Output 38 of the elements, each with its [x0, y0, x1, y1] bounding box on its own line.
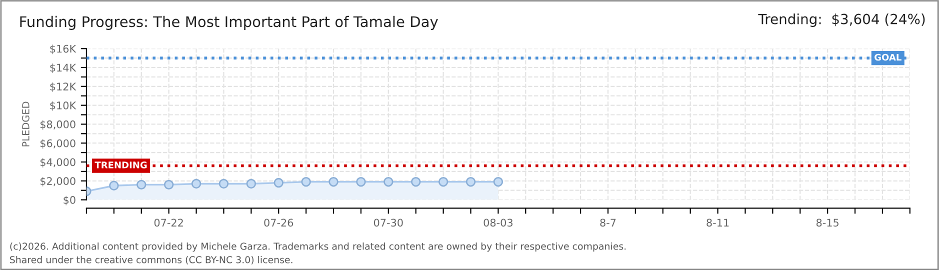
- point: [301, 176, 311, 187]
- point: [384, 176, 394, 187]
- point: [164, 180, 174, 190]
- point: [356, 176, 366, 187]
- y-tick-label: $10K: [50, 101, 76, 111]
- point: [438, 176, 448, 187]
- x-tick-label: 8-15: [816, 218, 838, 227]
- point: [218, 178, 229, 189]
- chart-title: Funding Progress: The Most Important Part of Tamale Day: [20, 16, 438, 30]
- y-tick-label: $2,000: [40, 176, 76, 186]
- y-tick-label: $14K: [50, 64, 76, 73]
- x-tick-label: 07-22: [154, 218, 183, 227]
- y-tick-label: $12K: [50, 82, 76, 92]
- text: Shared under the creative commons (CC BY-NC 3.0) license.: [10, 256, 292, 264]
- chart-subtitle: Trending: $3,604 (24%): [758, 14, 925, 27]
- x-tick-label: 08-03: [484, 218, 512, 227]
- ref-line-label: GOAL: [874, 54, 902, 61]
- point: [274, 178, 284, 188]
- point: [466, 176, 476, 187]
- text: (c)2026. Additional content provided by Michele Garza. Trademarks and related content are owned by their respective companies.: [10, 242, 626, 252]
- point: [246, 178, 256, 189]
- x-tick-label: 8-7: [600, 218, 616, 227]
- y-tick-label: $6,000: [40, 139, 76, 149]
- x-tick-label: 07-26: [264, 218, 294, 227]
- y-tick-label: $8,000: [40, 120, 76, 130]
- point: [136, 180, 146, 190]
- x-tick-label: 07-30: [374, 218, 403, 227]
- y-tick-label: $4,000: [40, 158, 76, 168]
- point: [493, 176, 504, 187]
- point: [191, 178, 202, 189]
- y-tick-label: $16K: [50, 44, 76, 54]
- x-tick-label: 8-11: [706, 218, 729, 227]
- point: [328, 176, 338, 187]
- point: [410, 176, 421, 187]
- y-axis-title: PLEDGED: [22, 102, 30, 146]
- ref-line-label: TRENDING: [94, 162, 147, 168]
- point: [109, 180, 119, 190]
- y-tick-label: $0: [64, 196, 76, 206]
